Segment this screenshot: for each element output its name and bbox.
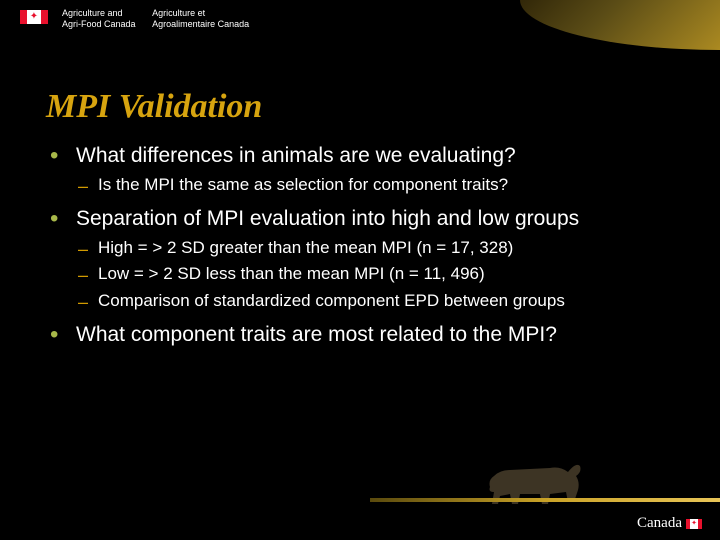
bullet-l2: Comparison of standardized component EPD… — [76, 290, 670, 313]
slide-content: What differences in animals are we evalu… — [0, 144, 720, 348]
bullet-l1: What differences in animals are we evalu… — [50, 144, 670, 197]
wordmark-flag-icon: ✦ — [686, 519, 702, 529]
canada-flag-icon: ✦ — [20, 10, 48, 24]
dept-fr-line2: Agroalimentaire Canada — [152, 19, 249, 29]
footer-accent-bar — [370, 498, 720, 502]
bullet-l2: Low = > 2 SD less than the mean MPI (n =… — [76, 263, 670, 286]
cow-silhouette-icon — [480, 452, 590, 512]
dept-en-line1: Agriculture and — [62, 8, 123, 18]
bullet-l1: Separation of MPI evaluation into high a… — [50, 207, 670, 314]
canada-wordmark: Canada ✦ — [637, 515, 702, 532]
bullet-text: Separation of MPI evaluation into high a… — [76, 207, 579, 230]
bullet-text: What differences in animals are we evalu… — [76, 144, 516, 167]
dept-en-line2: Agri-Food Canada — [62, 19, 136, 29]
slide-title: MPI Validation — [0, 38, 720, 144]
dept-fr-line1: Agriculture et — [152, 8, 205, 18]
bullet-text: What component traits are most related t… — [76, 323, 557, 346]
bullet-l2: High = > 2 SD greater than the mean MPI … — [76, 237, 670, 260]
wordmark-text: Canada — [637, 515, 682, 532]
department-signature: Agriculture and Agri-Food Canada Agricul… — [62, 8, 263, 30]
bullet-l2: Is the MPI the same as selection for com… — [76, 174, 670, 197]
bullet-l1: What component traits are most related t… — [50, 323, 670, 347]
